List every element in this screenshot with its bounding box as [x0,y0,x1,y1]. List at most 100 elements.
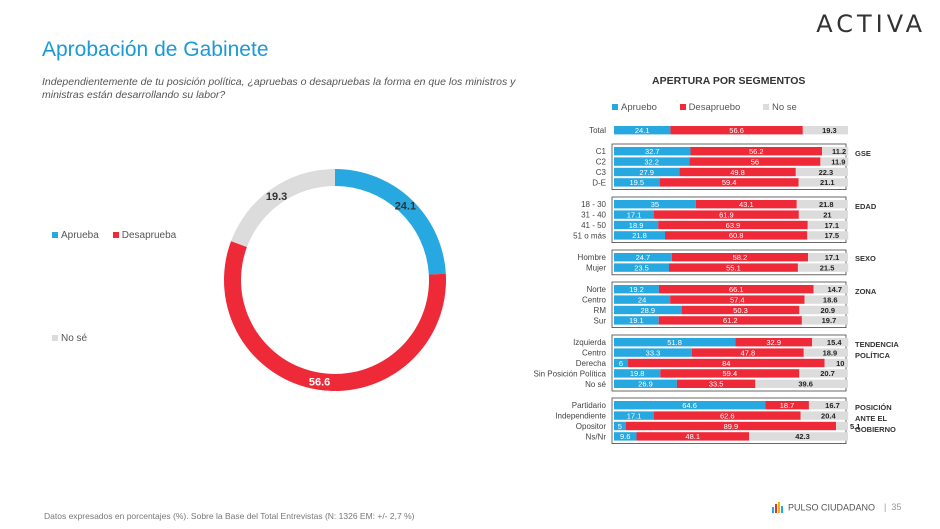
bar-segment-disapprove [665,231,808,240]
group-box [611,334,847,392]
row-label: Opositor [576,422,607,431]
footer-note: Datos expresados en porcentajes (%). Sob… [44,511,415,521]
bar-label-disapprove: 63.9 [726,221,741,230]
group-label: SEXO [855,254,876,263]
bar-label-nose: 21.1 [820,178,835,187]
seg-legend-nose-swatch [762,104,769,111]
bar-segment-nose [804,295,848,304]
group-label: GSE [855,149,871,158]
bar-label-disapprove: 32.9 [766,338,781,347]
seg-legend-nose-label: No se [771,102,797,113]
row-label: Partidario [572,401,607,410]
group-label: EDAD [855,202,877,211]
bar-segment-disapprove [695,200,797,209]
bar-segment-disapprove [691,348,804,357]
bar-segment-disapprove [690,147,823,156]
row-label: RM [594,306,607,315]
bar-label-nose: 20.7 [820,369,835,378]
legend-disapprove-label: Desaprueba [121,230,177,241]
bar-label-disapprove: 55.1 [726,263,741,272]
donut-chart: 24.1 56.6 19.3 [223,169,446,391]
bar-segment-nose [798,210,848,219]
bar-label-nose: 21.5 [820,263,835,272]
donut-label-nose: 19.3 [266,191,287,203]
bar-segment-disapprove [671,253,808,262]
bar-segment-approve [614,220,659,230]
bar-label-disapprove: 47.8 [741,348,756,357]
bar-segment-approve [614,421,626,431]
bar-label-disapprove: 50.3 [733,306,748,315]
donut-slice-nose [231,169,335,248]
row-label: C1 [596,147,607,156]
bar-segment-approve [614,147,691,156]
bar-segment-approve [614,157,690,166]
row-label: Norte [586,285,606,294]
activa-logo: ACTIVA [816,10,926,38]
bar-label-nose: 18.6 [823,295,838,304]
bar-label-approve: 6 [619,359,623,368]
bar-label-nose: 42.3 [795,432,810,441]
bar-label-approve: 19.2 [629,285,644,294]
segments-legend: Apruebo Desapruebo No se [612,102,817,113]
group-label: ZONA [855,287,877,296]
bar-label-approve: 23.5 [634,263,649,272]
group-label: POLÍTICA [855,351,891,360]
bar-segment-nose [836,421,848,431]
donut-label-approve: 24.1 [395,201,416,213]
bar-label-approve: 64.6 [682,401,697,410]
bar-segment-disapprove [658,316,802,325]
bar-label-disapprove: 48.1 [685,432,700,441]
bar-segment-nose [798,178,848,187]
bar-segment-disapprove [654,210,799,219]
bar-segment-nose [812,338,849,347]
group-box [611,281,847,328]
bar-label-disapprove: 60.8 [729,231,744,240]
bar-segment-approve [614,358,629,368]
bar-label-disapprove: 66.1 [729,285,744,294]
bar-segment-nose [822,147,849,156]
bar-label-approve: 32.2 [644,157,659,166]
bar-label-nose: 22.3 [819,168,834,177]
bar-segment-disapprove [658,220,808,230]
bar-segment-nose [807,220,848,230]
row-label: Derecha [576,359,607,368]
donut-slice-disapprove [223,241,446,391]
bar-label-approve: 33.3 [646,348,661,357]
pulso-ciudadano-logo: PULSO CIUDADANO [772,502,875,514]
row-label: 31 - 40 [581,211,606,220]
bar-segment-approve [614,379,677,388]
bar-segment-disapprove [625,421,837,431]
bar-label-nose: 21 [823,210,831,219]
row-label: C3 [596,168,607,177]
bar-segment-nose [755,379,848,388]
bar-segment-nose [824,358,848,368]
bar-segment-approve [614,231,666,240]
donut-slice-approve [335,169,446,275]
bar-segment-approve [614,338,736,347]
pulso-label: PULSO CIUDADANO [788,502,876,513]
bar-label-approve: 35 [651,200,659,209]
bar-segment-approve [614,432,637,441]
bar-label-approve: 18.9 [629,221,644,230]
bar-label-nose: 17.1 [825,253,840,262]
page-number-value: 35 [891,502,902,512]
bar-label-nose: 14.7 [827,285,842,294]
group-label: TENDENCIA [855,340,899,349]
bar-label-approve: 26.9 [638,380,653,389]
row-label: D-E [592,178,606,187]
bar-label-disapprove: 59.4 [722,178,737,187]
bar-segment-approve [614,200,696,209]
bar-label-disapprove: 84 [722,359,730,368]
legend-approve: Aprueba Desaprueba [52,230,176,241]
bar-segment-disapprove [670,126,803,135]
bar-label-nose: 11.9 [831,157,845,166]
bar-label-disapprove: 18.7 [780,401,795,410]
bar-label-nose: 19.3 [822,126,837,135]
bar-label-disapprove: 56.6 [729,126,744,135]
bar-segment-nose [795,167,848,177]
bar-segment-nose [813,285,848,294]
bar-label-disapprove: 58.2 [733,253,748,262]
bar-segment-approve [614,285,659,294]
bar-label-approve: 19.8 [630,369,645,378]
bar-segment-nose [807,231,849,240]
